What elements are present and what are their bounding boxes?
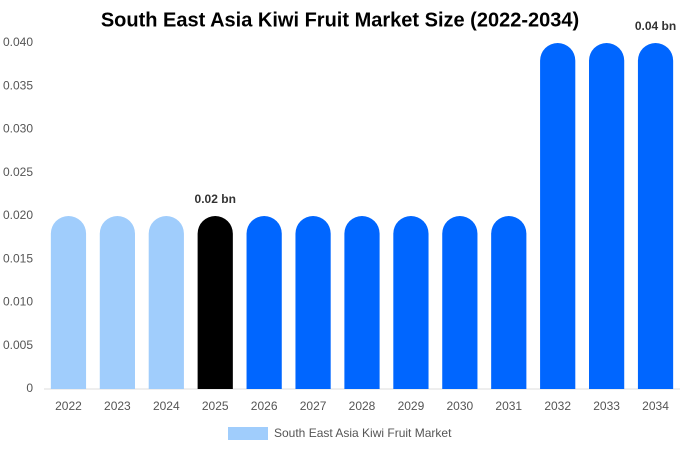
x-tick-label: 2033 [593, 399, 620, 413]
y-tick-label: 0.025 [3, 165, 33, 179]
x-tick-label: 2031 [495, 399, 522, 413]
x-tick-label: 2029 [398, 399, 425, 413]
y-tick-label: 0 [26, 381, 33, 395]
x-tick-label: 2030 [446, 399, 473, 413]
data-label: 0.04 bn [635, 19, 676, 33]
x-tick-label: 2027 [300, 399, 327, 413]
legend-swatch [228, 427, 268, 440]
x-tick-label: 2024 [153, 399, 180, 413]
bar [540, 43, 576, 389]
bar [442, 216, 478, 389]
bar [637, 43, 674, 389]
y-tick-label: 0.035 [3, 78, 33, 92]
bar [148, 216, 184, 389]
bar [589, 42, 625, 389]
x-tick-label: 2028 [349, 399, 376, 413]
y-tick-label: 0.015 [3, 251, 33, 265]
bar [197, 216, 233, 389]
x-tick-label: 2032 [544, 399, 571, 413]
y-tick-label: 0.030 [3, 122, 33, 136]
x-tick-label: 2023 [104, 399, 131, 413]
legend-label: South East Asia Kiwi Fruit Market [274, 426, 452, 440]
x-tick-label: 2025 [202, 399, 229, 413]
bar [99, 216, 135, 389]
x-tick-label: 2022 [55, 399, 82, 413]
y-tick-label: 0.040 [3, 35, 33, 49]
bar [491, 216, 527, 389]
chart-title: South East Asia Kiwi Fruit Market Size (… [101, 9, 579, 31]
y-tick-label: 0.020 [3, 208, 33, 222]
x-tick-label: 2034 [642, 399, 669, 413]
bar [344, 216, 380, 389]
bar [50, 216, 87, 389]
bar [246, 216, 282, 389]
bar [295, 216, 331, 389]
bar [393, 216, 429, 389]
data-label: 0.02 bn [195, 192, 236, 206]
y-tick-label: 0.005 [3, 338, 33, 352]
y-tick-label: 0.010 [3, 295, 33, 309]
x-tick-label: 2026 [251, 399, 278, 413]
